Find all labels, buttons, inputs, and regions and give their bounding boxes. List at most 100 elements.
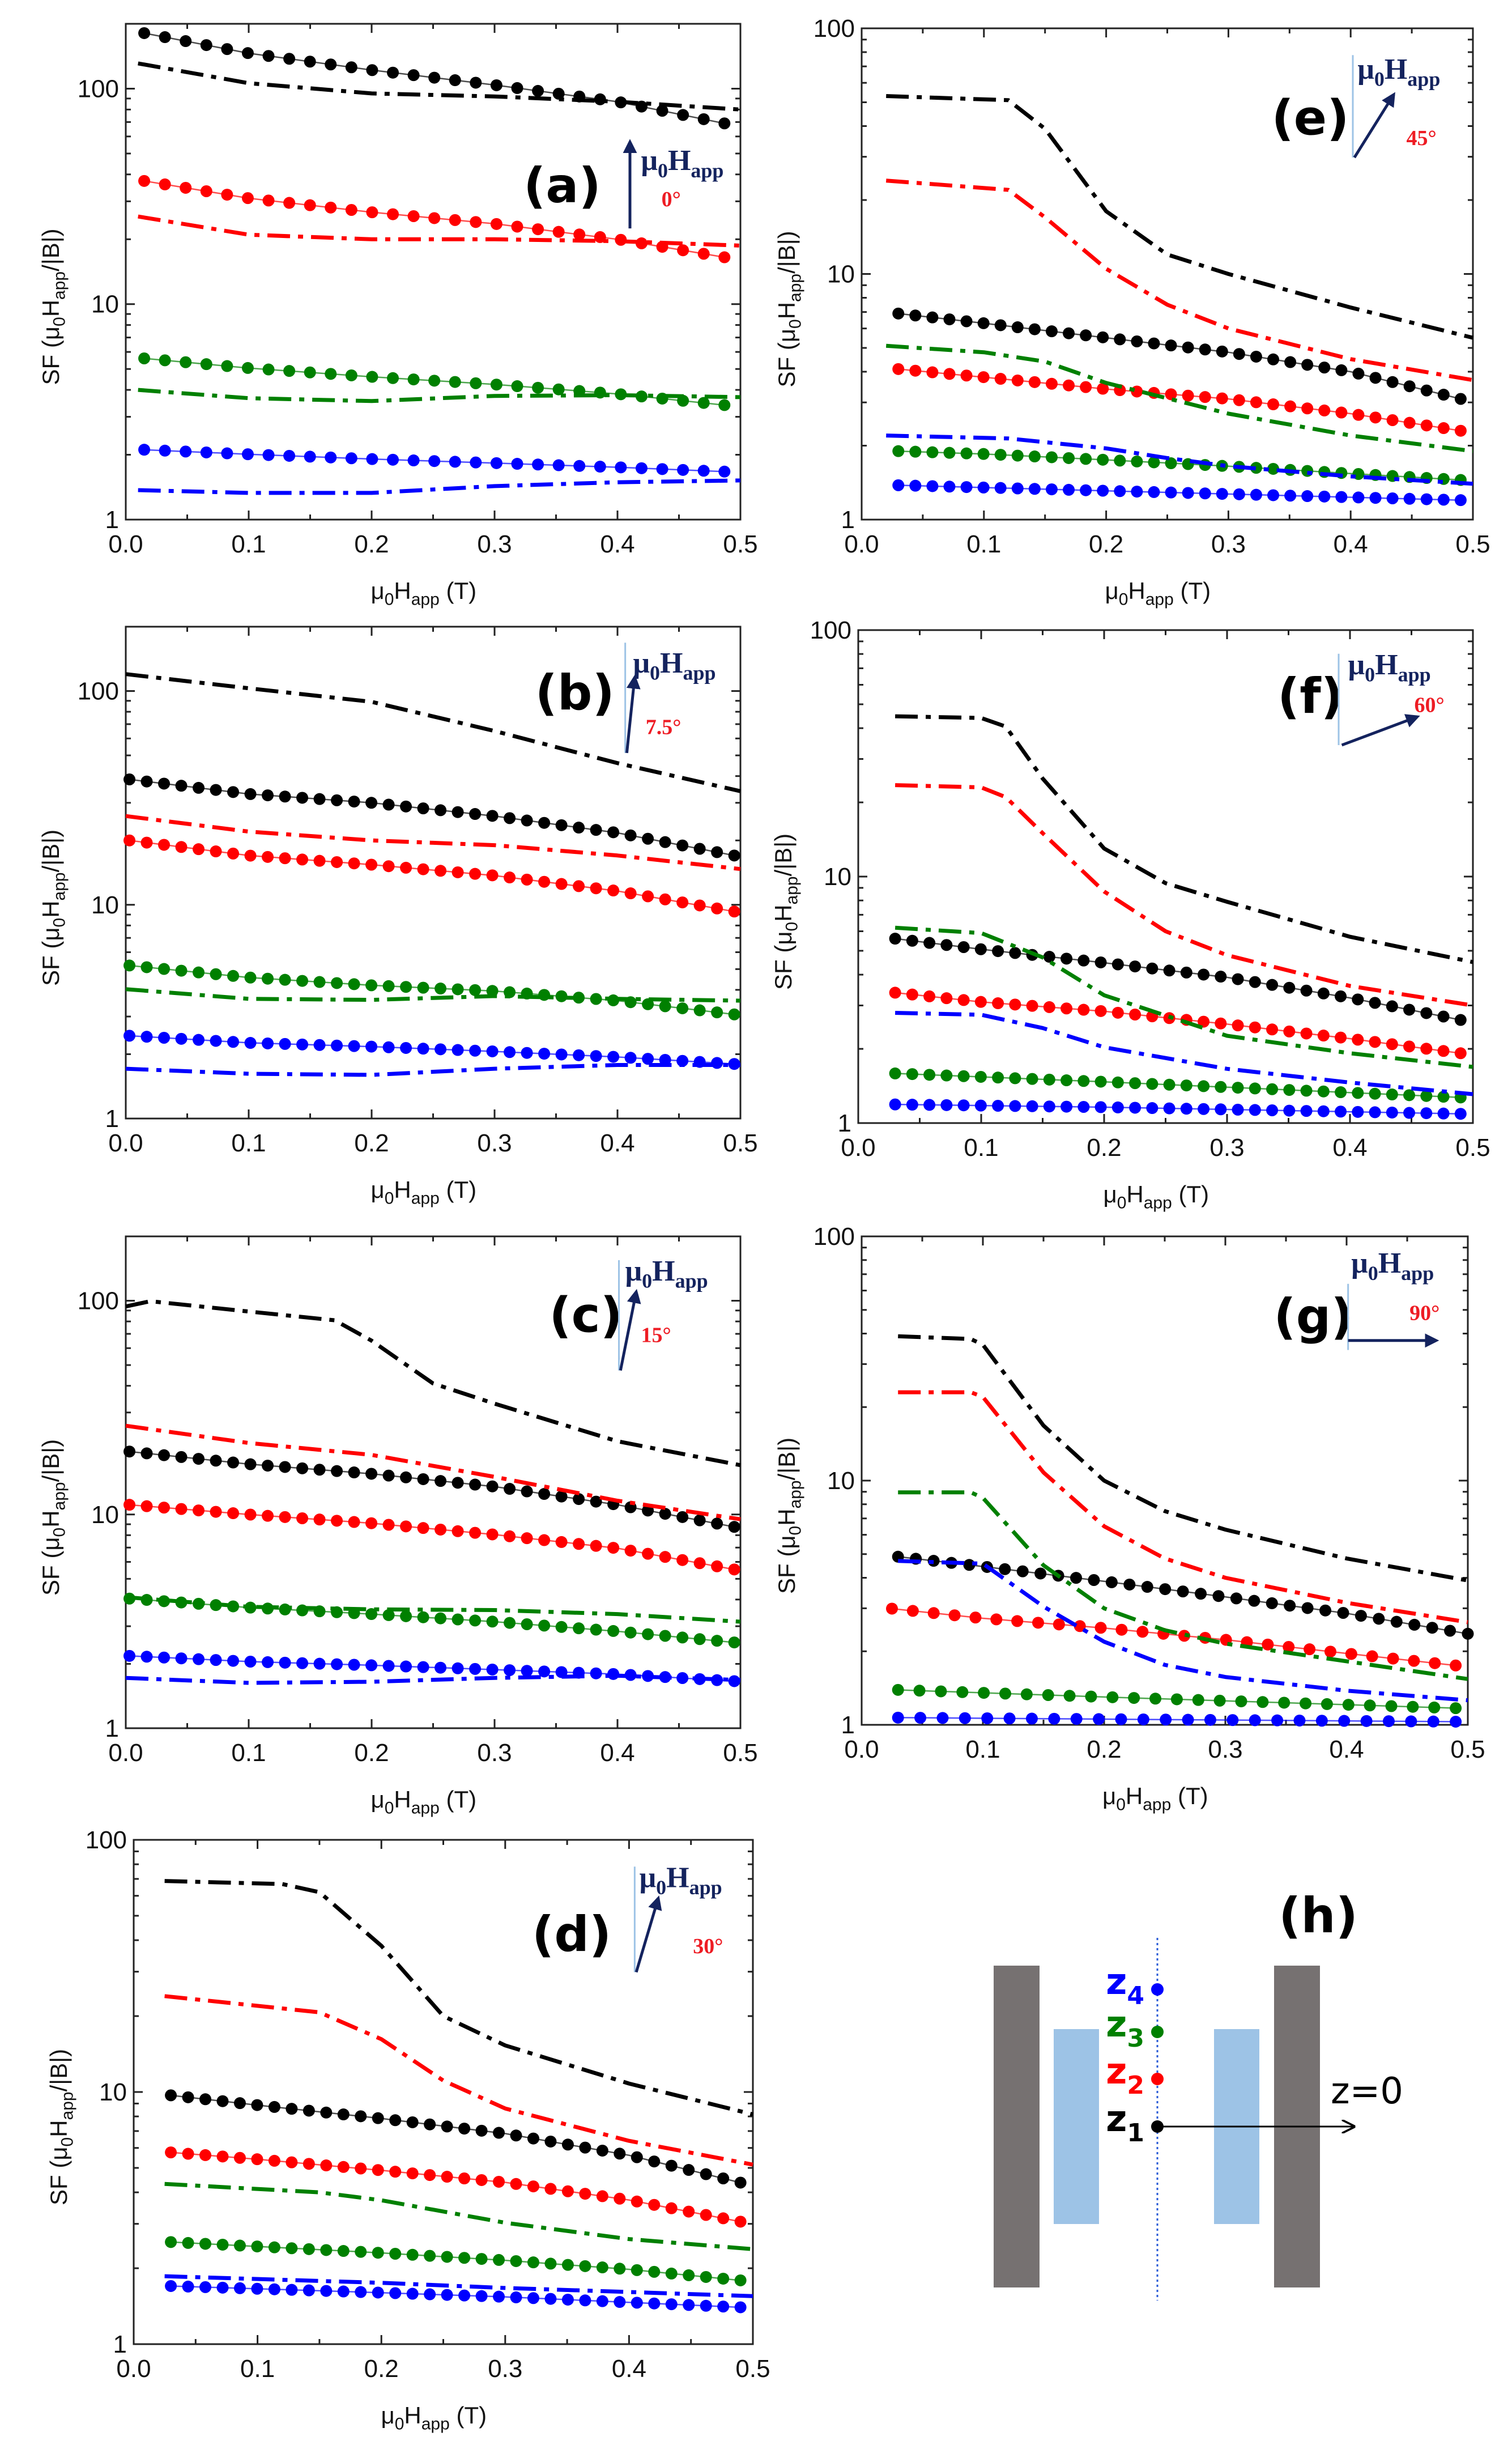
data-point <box>452 1477 464 1489</box>
x-tick-label: 0.1 <box>965 1736 1000 1763</box>
data-point <box>1373 1613 1385 1625</box>
data-point <box>615 461 627 474</box>
data-point <box>469 1614 482 1627</box>
data-point <box>296 1512 309 1525</box>
data-point <box>268 2241 280 2253</box>
data-point <box>400 1041 412 1054</box>
data-point <box>348 1659 360 1671</box>
data-point <box>914 1712 927 1724</box>
data-point <box>561 2185 574 2197</box>
series-z4-dots <box>138 444 731 478</box>
label-part-sub1: 0 <box>658 159 668 182</box>
data-point <box>538 989 551 1001</box>
series-z2-dashdot <box>164 1994 753 2167</box>
plot-frame <box>133 1839 754 2345</box>
data-point <box>1097 382 1109 395</box>
data-point <box>251 2099 263 2111</box>
data-point <box>683 2269 695 2281</box>
data-point <box>693 1514 706 1526</box>
data-point <box>1301 465 1314 477</box>
data-point <box>400 1520 412 1533</box>
data-point <box>1025 1712 1038 1725</box>
data-point <box>711 1635 723 1647</box>
data-point <box>221 43 233 56</box>
data-point <box>943 481 956 493</box>
data-point <box>435 983 447 995</box>
dashdot-curve <box>885 178 1473 382</box>
data-point <box>1106 1691 1119 1703</box>
data-point <box>486 1528 499 1541</box>
x-tick-label: 0.5 <box>723 1129 757 1157</box>
data-point <box>279 1511 291 1523</box>
data-point <box>1213 1694 1226 1707</box>
data-point <box>262 851 274 863</box>
data-point <box>892 445 905 457</box>
data-point <box>935 1685 947 1698</box>
data-point <box>262 363 275 376</box>
data-point <box>1011 449 1024 462</box>
data-point <box>1407 1700 1419 1713</box>
data-point <box>1011 374 1024 386</box>
position-label-sub: 2 <box>1127 2071 1144 2100</box>
dashdot-curve <box>125 1423 741 1521</box>
data-point <box>1352 1105 1364 1118</box>
label-part-post: (T) <box>440 577 476 604</box>
data-point <box>1257 1696 1269 1708</box>
data-point <box>734 2216 747 2228</box>
data-point <box>693 1557 706 1570</box>
data-point <box>387 208 399 220</box>
data-point <box>493 2290 505 2303</box>
data-point <box>348 1466 360 1479</box>
data-point <box>279 1656 291 1669</box>
data-point <box>960 447 973 460</box>
x-tick-label: 0.4 <box>600 1739 634 1767</box>
data-point <box>180 445 192 458</box>
data-point <box>158 1502 171 1514</box>
data-point <box>607 1542 620 1554</box>
data-point <box>283 449 296 462</box>
data-point <box>642 890 654 903</box>
data-point <box>313 1039 326 1051</box>
data-point <box>1300 1027 1313 1040</box>
data-point <box>233 2151 246 2164</box>
data-point <box>140 1447 153 1460</box>
data-point <box>590 1623 602 1636</box>
data-point <box>1403 1040 1416 1053</box>
label-part-sub2: app <box>786 1480 805 1508</box>
data-point <box>1192 1694 1204 1706</box>
series-z3-dots <box>892 1683 1462 1715</box>
data-point <box>1300 1105 1313 1117</box>
data-point <box>957 1099 970 1112</box>
data-point <box>303 2243 315 2255</box>
data-point <box>138 27 151 39</box>
data-point <box>233 2239 246 2252</box>
data-point <box>1249 1104 1261 1116</box>
data-point <box>355 2110 367 2123</box>
series-z4-dashdot <box>138 478 741 495</box>
data-point <box>940 1069 953 1082</box>
data-point <box>909 309 922 322</box>
x-tick-label: 0.3 <box>1209 1134 1244 1162</box>
data-point <box>1060 953 1073 965</box>
label-part-sub2: app <box>691 159 723 182</box>
data-point <box>1317 1105 1330 1117</box>
data-point <box>665 2202 678 2214</box>
x-tick-label: 0.0 <box>841 1134 875 1162</box>
data-point <box>728 905 740 918</box>
data-point <box>1094 1005 1107 1017</box>
dashdot-curve <box>125 987 741 1003</box>
data-point <box>158 777 171 790</box>
field-label: μ0Happ <box>625 1255 708 1292</box>
data-point <box>1437 1107 1450 1120</box>
y-tick-label: 1 <box>105 1105 119 1133</box>
data-point <box>435 1475 447 1487</box>
series-z3-dots <box>892 445 1467 486</box>
data-point <box>165 2280 177 2292</box>
field-arrow-icon <box>634 1895 662 1973</box>
data-point <box>892 479 905 491</box>
label-part-post: /|B|) <box>45 2049 72 2092</box>
data-point <box>1097 331 1109 343</box>
field-direction-annotation: (b) μ0Happ 7.5° <box>535 643 716 754</box>
label-part-pre: μ <box>1104 1181 1117 1207</box>
